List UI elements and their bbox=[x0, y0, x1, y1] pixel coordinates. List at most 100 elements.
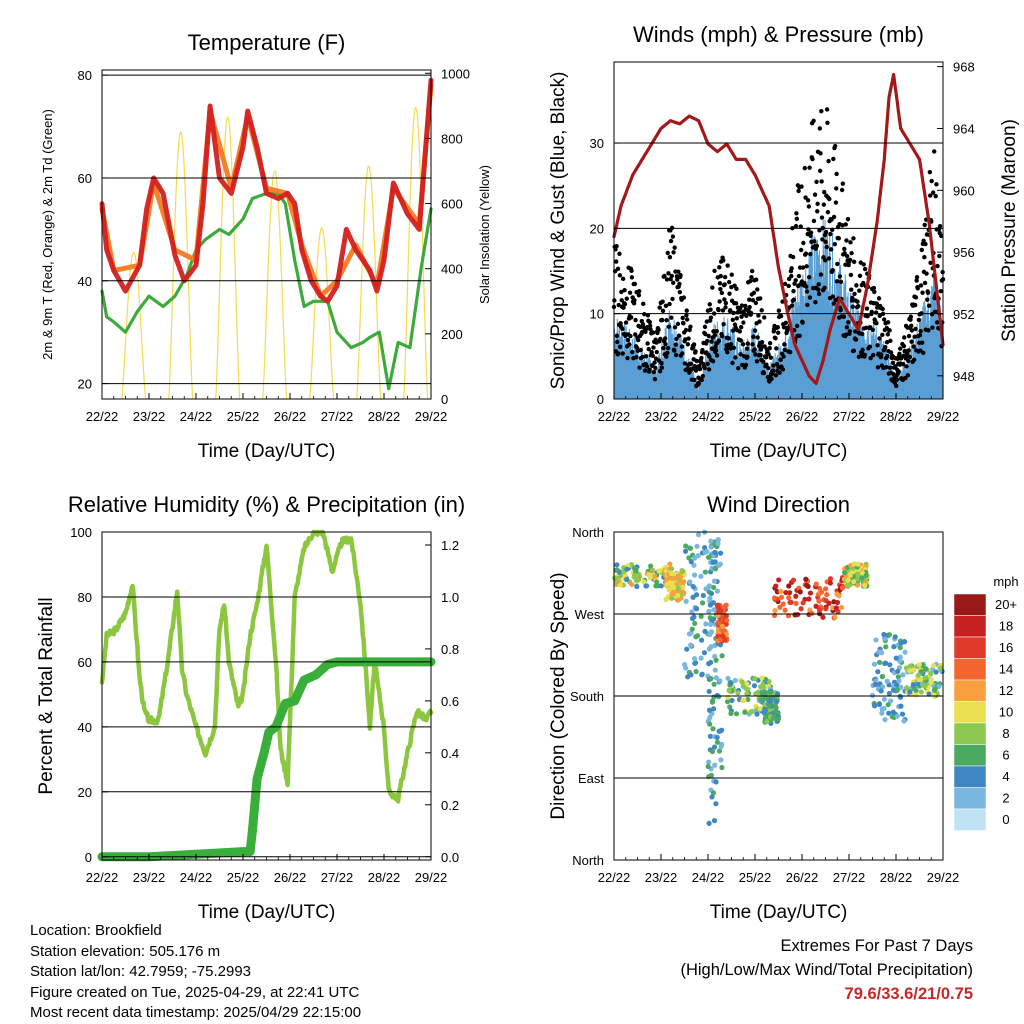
gust-point bbox=[817, 126, 823, 131]
gust-point bbox=[790, 254, 796, 260]
direction-point bbox=[913, 688, 919, 694]
direction-point bbox=[725, 675, 731, 681]
gust-point bbox=[918, 283, 924, 288]
direction-point bbox=[698, 655, 704, 661]
gust-point bbox=[824, 107, 830, 112]
legend-swatch bbox=[953, 636, 987, 659]
gust-point bbox=[733, 301, 739, 306]
direction-point bbox=[859, 575, 865, 581]
gust-point bbox=[814, 243, 820, 249]
direction-point bbox=[823, 606, 829, 612]
gust-point bbox=[629, 268, 634, 274]
direction-point bbox=[699, 600, 706, 606]
gust-point bbox=[673, 352, 679, 358]
gust-point bbox=[926, 328, 931, 333]
direction-point bbox=[710, 726, 716, 732]
direction-point bbox=[692, 620, 698, 626]
station-latlon: Station lat/lon: 42.7959; -75.2993 bbox=[30, 963, 252, 980]
x-tick-label: 25/22 bbox=[739, 409, 772, 424]
gust-point bbox=[847, 329, 852, 334]
gust-point bbox=[619, 289, 624, 295]
x-tick-label: 29/22 bbox=[927, 409, 960, 424]
gust-point bbox=[919, 247, 924, 253]
direction-point bbox=[714, 734, 720, 741]
gust-point bbox=[805, 302, 810, 308]
gust-point bbox=[851, 348, 857, 353]
gust-point bbox=[932, 149, 937, 154]
direction-point bbox=[706, 688, 712, 695]
gust-point bbox=[914, 275, 920, 280]
direction-point bbox=[717, 728, 723, 734]
direction-point bbox=[782, 607, 788, 613]
gust-point bbox=[913, 295, 919, 300]
direction-point bbox=[932, 686, 938, 692]
gust-point bbox=[768, 355, 774, 360]
gust-point bbox=[819, 108, 824, 114]
direction-point bbox=[712, 762, 718, 768]
gust-point bbox=[818, 272, 824, 277]
gust-point bbox=[773, 373, 779, 378]
gust-point bbox=[929, 178, 934, 184]
direction-point bbox=[894, 687, 900, 693]
gust-point bbox=[887, 365, 893, 370]
gust-point bbox=[652, 360, 657, 365]
direction-point bbox=[742, 709, 748, 715]
gust-point bbox=[700, 347, 705, 353]
gust-point bbox=[764, 362, 769, 367]
gust-point bbox=[725, 263, 730, 268]
direction-point bbox=[827, 580, 833, 586]
gust-point bbox=[754, 359, 760, 364]
gust-point bbox=[656, 327, 661, 333]
gust-point bbox=[830, 294, 836, 299]
gust-point bbox=[628, 315, 634, 320]
y2-tick-label: 1.2 bbox=[441, 538, 459, 553]
gust-point bbox=[660, 317, 665, 323]
direction-point bbox=[684, 646, 690, 652]
gust-point bbox=[664, 318, 669, 323]
direction-point bbox=[786, 583, 792, 589]
gust-point bbox=[789, 266, 794, 271]
direction-point bbox=[767, 699, 773, 705]
direction-point bbox=[683, 543, 689, 549]
gust-point bbox=[767, 345, 772, 351]
legend-title: mph bbox=[993, 574, 1018, 589]
gust-point bbox=[752, 328, 758, 333]
gust-point bbox=[881, 317, 887, 322]
x-tick-label: 23/22 bbox=[133, 870, 166, 885]
direction-point bbox=[691, 572, 698, 578]
gust-point bbox=[794, 211, 799, 216]
gust-point bbox=[775, 325, 780, 330]
gust-point bbox=[810, 156, 815, 162]
gust-point bbox=[875, 343, 880, 348]
direction-point bbox=[701, 650, 708, 656]
direction-point bbox=[614, 562, 620, 568]
direction-point bbox=[933, 669, 939, 675]
x-tick-label: 29/22 bbox=[927, 870, 960, 885]
direction-point bbox=[793, 593, 799, 599]
direction-point bbox=[930, 662, 937, 669]
gust-point bbox=[662, 273, 667, 279]
gust-point bbox=[642, 312, 647, 317]
gust-point bbox=[680, 315, 685, 321]
gust-point bbox=[821, 189, 827, 195]
direction-point bbox=[733, 711, 740, 717]
direction-point bbox=[689, 615, 696, 622]
gust-point bbox=[730, 328, 736, 333]
legend-label: 18 bbox=[999, 619, 1013, 634]
direction-point bbox=[900, 672, 906, 678]
gust-point bbox=[713, 348, 719, 353]
gust-point bbox=[922, 222, 927, 228]
direction-point bbox=[878, 688, 884, 694]
y2-tick-label: 0.2 bbox=[441, 798, 459, 813]
direction-point bbox=[881, 631, 887, 638]
gust-point bbox=[896, 369, 901, 374]
gust-point bbox=[757, 319, 762, 324]
gust-point bbox=[938, 233, 944, 239]
gust-point bbox=[875, 365, 881, 370]
gust-point bbox=[654, 349, 659, 355]
gust-point bbox=[753, 300, 759, 306]
gust-point bbox=[671, 280, 676, 285]
gust-point bbox=[877, 336, 882, 341]
gust-point bbox=[766, 352, 771, 357]
gust-point bbox=[669, 273, 674, 279]
